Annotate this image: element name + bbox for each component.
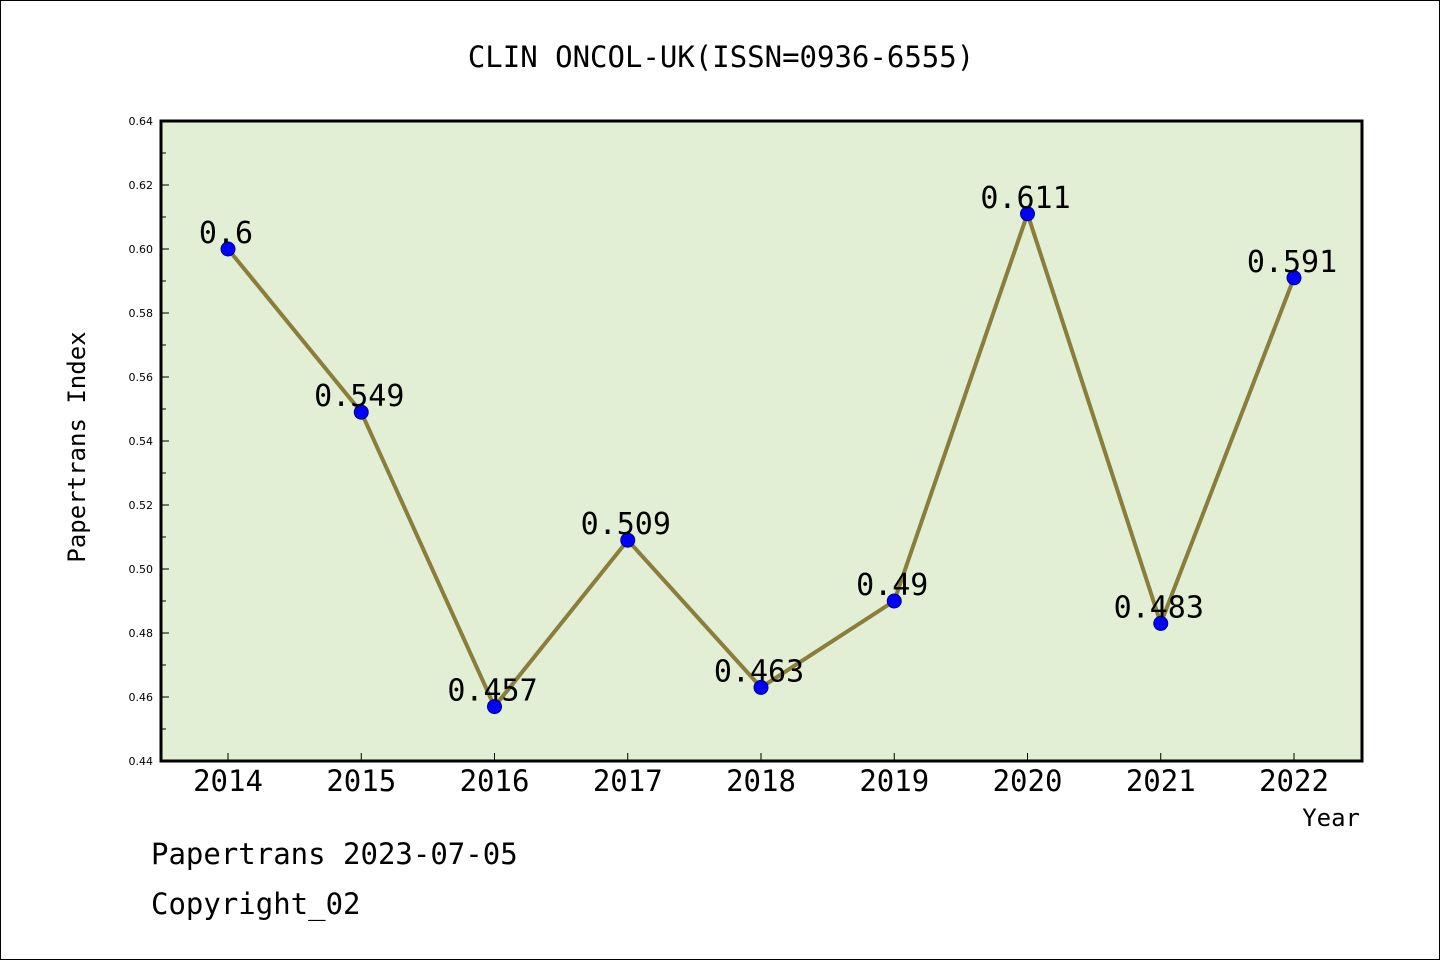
data-labels: 0.6 0.549 0.457 0.509 0.463 0.49 0.611 0.483 0.5… (199, 181, 1337, 709)
x-tick-label: 2016 (460, 764, 530, 798)
x-tick-label: 2015 (326, 764, 396, 798)
x-axis-label: Year (1302, 804, 1360, 832)
data-label: 0.509 (581, 507, 671, 542)
y-axis-label: Papertrans Index (63, 331, 91, 562)
data-point (220, 241, 236, 257)
data-point (353, 404, 369, 420)
y-tick-label: 0.56 (129, 371, 154, 384)
x-tick-label: 2017 (593, 764, 663, 798)
y-tick-label: 0.52 (129, 499, 154, 512)
y-tick-label: 0.60 (129, 243, 154, 256)
data-point (753, 679, 769, 695)
x-tick-label: 2020 (993, 764, 1063, 798)
y-tick-label: 0.46 (129, 691, 154, 704)
data-label: 0.483 (1114, 590, 1204, 625)
y-tick-label: 0.62 (129, 179, 154, 192)
data-point (1020, 206, 1035, 222)
footer-copyright: Copyright_02 (151, 887, 361, 921)
y-tick-label: 0.48 (129, 627, 154, 640)
plot-area (159, 119, 1364, 763)
data-label: 0.6 (199, 216, 253, 251)
data-points (220, 206, 1302, 715)
data-point (1153, 615, 1169, 631)
x-tick-label: 2021 (1126, 764, 1196, 798)
y-tick-label: 0.44 (129, 755, 154, 768)
data-label: 0.49 (856, 568, 928, 603)
y-tick-label: 0.58 (129, 307, 154, 320)
y-tick-label: 0.50 (129, 563, 154, 576)
data-point (620, 532, 636, 548)
data-point (487, 699, 502, 715)
y-tick-label: 0.54 (129, 435, 154, 448)
y-tick-label: 0.64 (129, 115, 154, 128)
chart-title: CLIN ONCOL-UK(ISSN=0936-6555) (468, 40, 974, 74)
x-tick-label: 2014 (193, 764, 263, 798)
x-axis: 2014 2015 2016 2017 2018 2019 2020 2021 2022 (193, 753, 1329, 798)
x-tick-label: 2019 (859, 764, 929, 798)
data-label: 0.611 (980, 181, 1070, 216)
data-label: 0.457 (447, 674, 537, 709)
data-point (886, 593, 902, 609)
data-point (1286, 270, 1302, 286)
x-tick-label: 2022 (1259, 764, 1329, 798)
data-label: 0.463 (714, 654, 804, 689)
data-label: 0.591 (1247, 245, 1337, 280)
y-axis: 0.44 0.46 0.48 0.50 0.52 0.54 0.56 0.58 0.60 0.62… (129, 115, 169, 768)
x-tick-label: 2018 (726, 764, 796, 798)
data-label: 0.549 (314, 379, 404, 414)
footer-date: Papertrans 2023-07-05 (151, 837, 518, 871)
